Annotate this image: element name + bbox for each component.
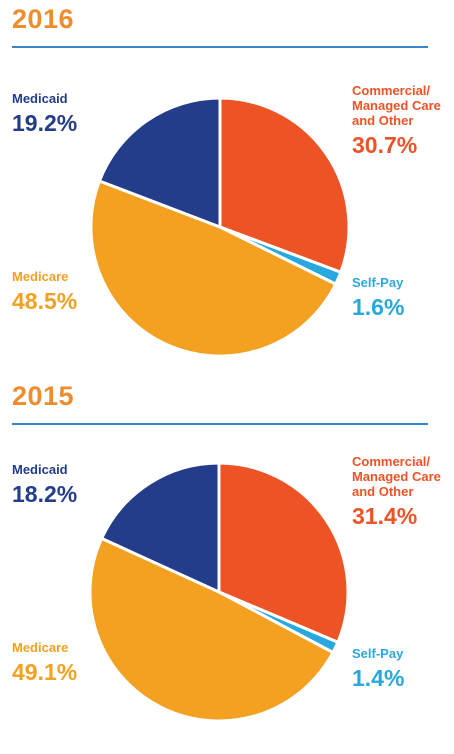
label-commercial-2016: Commercial/ Managed Care and Other 30.7% — [352, 83, 452, 158]
label-medicaid-name-2016: Medicaid — [12, 91, 68, 106]
label-medicare-value-2015: 49.1% — [12, 658, 78, 685]
label-medicare-2016: Medicare 48.5% — [12, 269, 78, 314]
year-title-2016: 2016 — [12, 4, 75, 34]
label-commercial-name-2016: Commercial/ Managed Care and Other — [352, 83, 441, 128]
label-commercial-value-2016: 30.7% — [352, 131, 418, 158]
label-selfpay-name-2016: Self-Pay — [352, 275, 404, 290]
chart-2016: 2016 Medicaid 19.2% Commercial/ Managed … — [12, 4, 452, 358]
label-medicare-name-2016: Medicare — [12, 269, 69, 284]
label-selfpay-name-2015: Self-Pay — [352, 646, 404, 661]
year-title-2015: 2015 — [12, 381, 75, 411]
label-medicaid-name-2015: Medicaid — [12, 462, 68, 477]
label-medicaid-2016: Medicaid 19.2% — [12, 91, 78, 136]
pie-slice-commercial-2016 — [218, 96, 351, 274]
label-selfpay-2016: Self-Pay 1.6% — [352, 275, 405, 320]
pie-chart-2016 — [89, 96, 351, 358]
label-selfpay-value-2015: 1.4% — [352, 664, 405, 691]
label-selfpay-2015: Self-Pay 1.4% — [352, 646, 405, 691]
pie-slice-medicaid-2016 — [97, 96, 222, 229]
label-medicaid-2015: Medicaid 18.2% — [12, 462, 78, 507]
label-commercial-2015: Commercial/ Managed Care and Other 31.4% — [352, 454, 452, 529]
divider-2016 — [12, 46, 428, 48]
pie-slice-medicaid-2015 — [100, 461, 221, 594]
chart-2015: 2015 Medicaid 18.2% Commercial/ Managed … — [0, 377, 454, 754]
label-selfpay-value-2016: 1.6% — [352, 293, 405, 320]
pie-slice-medicare-2016 — [89, 179, 338, 358]
label-medicaid-value-2015: 18.2% — [12, 480, 78, 507]
pie-slice-medicare-2015 — [88, 536, 335, 723]
label-medicaid-value-2016: 19.2% — [12, 109, 78, 136]
label-medicare-value-2016: 48.5% — [12, 287, 78, 314]
divider-2015 — [12, 423, 428, 425]
label-medicare-2015: Medicare 49.1% — [12, 640, 78, 685]
pie-slice-commercial-2015 — [217, 461, 350, 644]
label-commercial-name-2015: Commercial/ Managed Care and Other — [352, 454, 441, 499]
label-medicare-name-2015: Medicare — [12, 640, 69, 655]
label-commercial-value-2015: 31.4% — [352, 502, 418, 529]
pie-chart-2015 — [88, 461, 350, 723]
